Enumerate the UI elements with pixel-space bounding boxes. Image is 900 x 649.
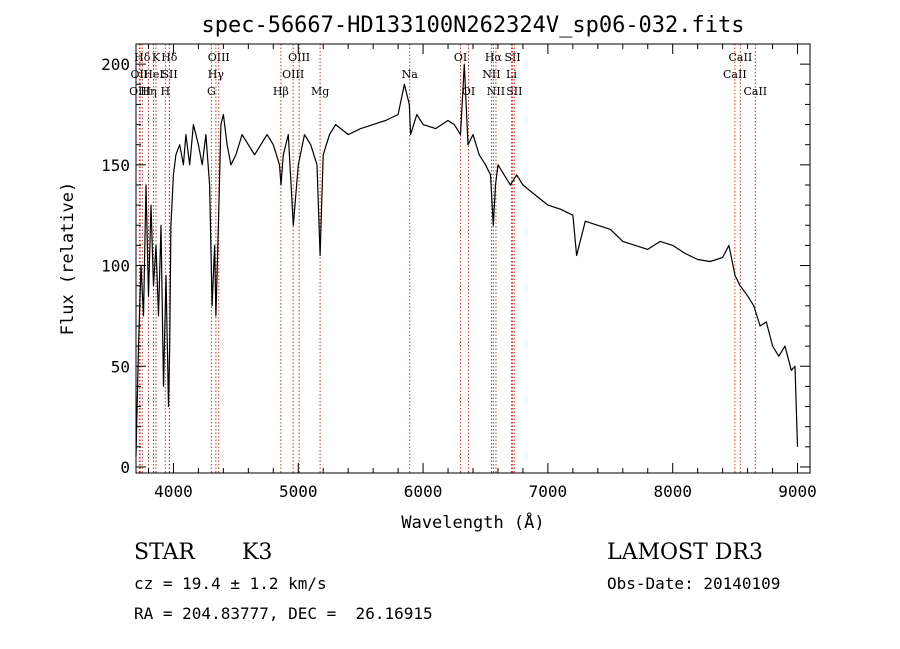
y-axis-label: Flux (relative): [58, 182, 78, 336]
chart-title: spec-56667-HD133100N262324V_sp06-032.fit…: [201, 13, 744, 38]
spectral-line-label: OIII: [129, 85, 151, 98]
y-tick-label: 50: [111, 357, 130, 376]
x-tick-label: 5000: [279, 482, 318, 501]
spectral-line-label: Li: [506, 68, 517, 81]
spectral-line-label: NII: [487, 85, 505, 98]
spectral-line-label: OII: [131, 68, 149, 81]
spectral-line-label: OIII: [288, 51, 310, 64]
spectral-line-label: K: [152, 51, 161, 64]
spectral-line-label: Hδ: [134, 51, 151, 64]
y-tick-label: 200: [101, 55, 130, 74]
spectral-line-label: SII: [504, 51, 520, 64]
spectral-line-label: OIII: [282, 68, 304, 81]
x-tick-label: 9000: [778, 482, 817, 501]
survey-name: LAMOST DR3: [607, 540, 763, 565]
spectral-line-label: G: [207, 85, 216, 98]
y-tick-label: 100: [101, 257, 130, 276]
spectral-line-label: Hη: [140, 85, 156, 98]
spectral-line-label: Hβ: [273, 85, 289, 98]
spectral-line-label: Na: [402, 68, 419, 81]
spectral-line-label: CaII: [729, 51, 753, 64]
x-tick-label: 6000: [404, 482, 443, 501]
spectral-line-label: CaII: [743, 85, 767, 98]
spectral-line-label: H: [161, 85, 171, 98]
coords-text: RA = 204.83777, DEC = 26.16915: [134, 604, 433, 623]
redshift-text: cz = 19.4 ± 1.2 km/s: [134, 574, 327, 593]
spectral-line-label: Hγ: [208, 68, 225, 81]
x-axis-label: Wavelength (Å): [401, 511, 544, 533]
spectral-line-label: OIII: [208, 51, 230, 64]
spectral-line-label: SII: [506, 85, 522, 98]
spectral-line-label: SII: [161, 68, 177, 81]
x-tick-label: 7000: [529, 482, 568, 501]
object-subclass: K3: [242, 540, 273, 565]
spectral-line-label: HeI: [143, 68, 163, 81]
plot-frame: [135, 43, 811, 474]
y-tick-label: 150: [101, 156, 130, 175]
spectral-line-label: OI: [454, 51, 467, 64]
spectral-line-label: OI: [462, 85, 475, 98]
spectral-line-label: CaII: [723, 68, 747, 81]
x-tick-label: 8000: [653, 482, 692, 501]
x-tick-label: 4000: [154, 482, 193, 501]
obs-date-text: Obs-Date: 20140109: [607, 574, 781, 593]
y-tick-label: 0: [120, 458, 130, 477]
spectral-line-label: Hα: [485, 51, 503, 64]
spectral-line-label: Hδ: [161, 51, 178, 64]
object-class: STAR: [134, 540, 195, 565]
spectral-line-label: Mg: [311, 85, 329, 98]
spectral-line-label: NII: [482, 68, 500, 81]
spectrum-line: [135, 63, 799, 457]
